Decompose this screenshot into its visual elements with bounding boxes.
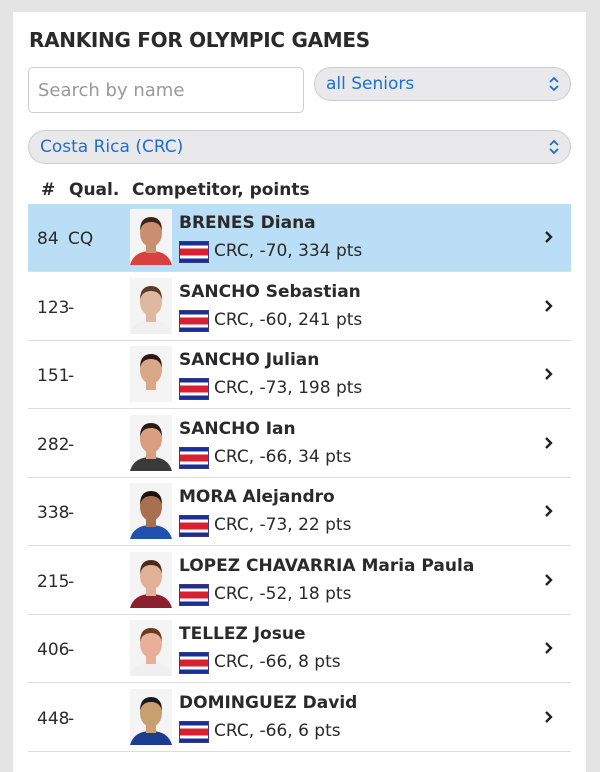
competitor-name: SANCHO Sebastian: [179, 281, 361, 302]
competitor-info: CRC, -70, 334 pts: [214, 241, 363, 261]
costa-rica-flag-icon: [179, 446, 209, 469]
qualification: -: [68, 640, 75, 660]
country-select[interactable]: Costa Rica (CRC): [28, 130, 571, 164]
ranking-row[interactable]: 123 - SANCHO Sebastian CRC, -60, 241 pts: [28, 273, 571, 341]
rank: 338: [37, 503, 70, 523]
category-select[interactable]: all Seniors: [314, 67, 571, 101]
competitor-photo: [130, 346, 172, 402]
competitor-info: CRC, -73, 22 pts: [214, 515, 352, 535]
competitor-photo: [130, 688, 172, 745]
competitor-name: SANCHO Julian: [179, 350, 320, 370]
category-select-value: all Seniors: [326, 74, 415, 94]
chevron-up-down-icon: [549, 139, 559, 155]
rank: 282: [37, 434, 70, 455]
chevron-right-icon: [545, 368, 553, 380]
ranking-row[interactable]: 406 - TELLEZ Josue CRC, -66, 8 pts: [28, 615, 571, 683]
qualification: -: [68, 366, 75, 386]
competitor-name: SANCHO Ian: [179, 418, 296, 439]
costa-rica-flag-icon: [179, 309, 209, 332]
costa-rica-flag-icon: [179, 720, 209, 743]
rank: 406: [37, 640, 70, 660]
chevron-right-icon: [545, 573, 553, 586]
chevron-right-icon: [545, 231, 553, 243]
column-header-rank: #: [41, 180, 56, 200]
competitor-photo: [130, 277, 172, 334]
competitor-name: TELLEZ Josue: [179, 624, 306, 644]
qualification: -: [68, 571, 75, 592]
column-header-qual: Qual.: [69, 180, 120, 200]
column-header-competitor: Competitor, points: [132, 180, 310, 200]
rank: 215: [37, 571, 70, 592]
competitor-name: DOMINGUEZ David: [179, 692, 358, 713]
ranking-row[interactable]: 215 - LOPEZ CHAVARRIA Maria Paula CRC, -…: [28, 547, 571, 615]
competitor-name: BRENES Diana: [179, 213, 316, 233]
qualification: -: [68, 297, 75, 318]
ranking-row[interactable]: 448 - DOMINGUEZ David CRC, -66, 6 pts: [28, 684, 571, 752]
competitor-info: CRC, -73, 198 pts: [214, 378, 363, 398]
ranking-row[interactable]: 151 - SANCHO Julian CRC, -73, 198 pts: [28, 341, 571, 409]
competitor-info: CRC, -66, 8 pts: [214, 652, 341, 672]
chevron-right-icon: [545, 505, 553, 517]
competitor-name: MORA Alejandro: [179, 487, 335, 507]
competitor-info: CRC, -66, 6 pts: [214, 720, 341, 741]
costa-rica-flag-icon: [179, 378, 209, 400]
costa-rica-flag-icon: [179, 241, 209, 263]
competitor-photo: [130, 620, 172, 676]
chevron-right-icon: [545, 299, 553, 312]
rank: 151: [37, 366, 70, 386]
competitor-info: CRC, -66, 34 pts: [214, 446, 352, 467]
chevron-right-icon: [545, 642, 553, 654]
costa-rica-flag-icon: [179, 583, 209, 606]
search-input[interactable]: [28, 67, 304, 113]
qualification: -: [68, 434, 75, 455]
competitor-photo: [130, 209, 172, 265]
qualification: -: [68, 708, 75, 729]
page-title: RANKING FOR OLYMPIC GAMES: [29, 28, 370, 52]
competitor-photo: [130, 551, 172, 608]
qualification: -: [68, 503, 75, 523]
chevron-right-icon: [545, 436, 553, 449]
country-select-value: Costa Rica (CRC): [40, 137, 184, 157]
costa-rica-flag-icon: [179, 515, 209, 537]
ranking-card: RANKING FOR OLYMPIC GAMES all Seniors Co…: [13, 12, 586, 772]
costa-rica-flag-icon: [179, 652, 209, 674]
competitor-name: LOPEZ CHAVARRIA Maria Paula: [179, 555, 475, 576]
chevron-right-icon: [545, 710, 553, 723]
rank: 84: [37, 229, 59, 249]
competitor-photo: [130, 483, 172, 539]
qualification: CQ: [68, 229, 94, 249]
competitor-info: CRC, -52, 18 pts: [214, 583, 352, 604]
ranking-row[interactable]: 338 - MORA Alejandro CRC, -73, 22 pts: [28, 478, 571, 546]
ranking-row[interactable]: 282 - SANCHO Ian CRC, -66, 34 pts: [28, 410, 571, 478]
chevron-up-down-icon: [549, 76, 559, 92]
rank: 123: [37, 297, 70, 318]
rank: 448: [37, 708, 70, 729]
competitor-photo: [130, 414, 172, 471]
ranking-row[interactable]: 84 CQ BRENES Diana CRC, -70, 334 pts: [28, 204, 571, 272]
competitor-info: CRC, -60, 241 pts: [214, 309, 363, 330]
